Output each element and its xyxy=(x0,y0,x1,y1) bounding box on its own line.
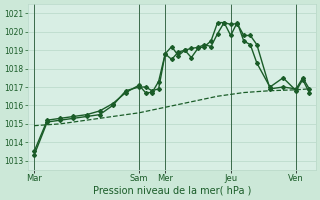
X-axis label: Pression niveau de la mer( hPa ): Pression niveau de la mer( hPa ) xyxy=(92,186,251,196)
